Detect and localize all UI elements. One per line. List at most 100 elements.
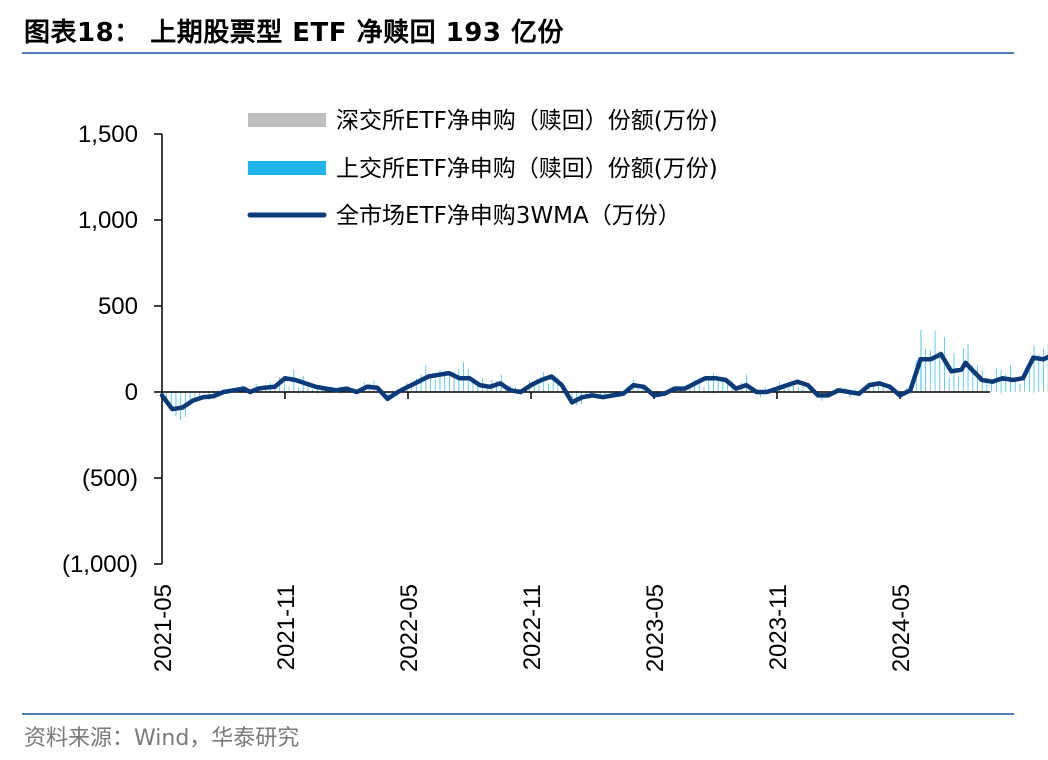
flow-bar bbox=[986, 377, 988, 392]
flow-bar bbox=[420, 374, 422, 392]
flow-bar bbox=[934, 330, 936, 392]
flow-bar bbox=[727, 388, 728, 392]
flow-bar bbox=[925, 348, 927, 392]
flow-bar bbox=[915, 389, 917, 392]
flow-bar bbox=[958, 386, 960, 392]
flow-bar bbox=[788, 383, 790, 392]
flow-bar bbox=[939, 382, 941, 392]
legend-label: 上交所ETF净申购（赎回）份额(万份) bbox=[336, 156, 718, 182]
flow-bar bbox=[882, 385, 884, 392]
legend: 深交所ETF净申购（赎回）份额(万份) 上交所ETF净申购（赎回）份额(万份) 全市… bbox=[247, 108, 718, 229]
flow-bar bbox=[708, 392, 710, 394]
flow-bar bbox=[439, 389, 441, 392]
flow-bar bbox=[1043, 348, 1044, 392]
flow-bar bbox=[312, 389, 314, 392]
flow-bar bbox=[637, 387, 639, 392]
y-tick-label: (500) bbox=[82, 465, 138, 492]
flow-bar bbox=[368, 388, 370, 392]
flow-bar bbox=[298, 392, 299, 395]
flow-bar bbox=[1028, 370, 1030, 392]
flow-bar bbox=[939, 351, 941, 392]
flow-bar bbox=[977, 390, 978, 392]
flow-bar bbox=[444, 373, 446, 392]
flow-bar bbox=[458, 390, 460, 392]
y-tick-label: 0 bbox=[125, 379, 138, 406]
flow-bar bbox=[873, 382, 875, 392]
flow-bar bbox=[958, 376, 960, 392]
flow-bar bbox=[1000, 392, 1002, 395]
flow-bar bbox=[321, 392, 323, 394]
footer-divider bbox=[22, 713, 1014, 715]
flow-bar bbox=[175, 392, 177, 417]
flow-bar bbox=[887, 389, 889, 392]
flow-bar bbox=[1043, 386, 1044, 392]
flow-bar bbox=[199, 392, 200, 400]
flow-bar bbox=[411, 390, 413, 392]
flow-bar bbox=[453, 371, 455, 392]
flow-bar bbox=[293, 389, 295, 392]
flow-bar bbox=[783, 385, 785, 392]
flow-bar bbox=[434, 379, 436, 392]
flow-bar bbox=[482, 389, 483, 392]
flow-bar bbox=[632, 390, 634, 392]
flow-bar bbox=[727, 384, 728, 392]
flow-bar bbox=[184, 392, 186, 395]
flow-bar bbox=[741, 389, 743, 392]
flow-bar bbox=[1014, 390, 1016, 392]
flow-bar bbox=[934, 389, 936, 392]
flow-bar bbox=[265, 389, 266, 392]
wma-line-layer bbox=[159, 351, 1048, 412]
flow-bar bbox=[694, 390, 695, 392]
flow-bar bbox=[571, 392, 573, 397]
flow-bar bbox=[1024, 376, 1026, 392]
flow-bar bbox=[283, 378, 285, 392]
flow-bar bbox=[1005, 391, 1007, 392]
flow-bar bbox=[1019, 389, 1021, 392]
flow-bar bbox=[274, 389, 276, 392]
flow-bar bbox=[538, 381, 540, 392]
flow-bar bbox=[948, 377, 950, 392]
flow-bar bbox=[166, 392, 167, 394]
flow-bar bbox=[972, 364, 974, 392]
flow-bar bbox=[929, 382, 931, 392]
flow-bar bbox=[170, 392, 172, 411]
flow-bar bbox=[722, 380, 724, 392]
flow-bar bbox=[213, 389, 215, 392]
flow-bar bbox=[430, 390, 431, 392]
flow-bar bbox=[1014, 378, 1016, 392]
flow-bar bbox=[307, 386, 309, 392]
flow-bar bbox=[991, 388, 993, 392]
flow-bar bbox=[411, 384, 413, 392]
x-tick-label: 2022-11 bbox=[519, 584, 546, 670]
flow-bar bbox=[802, 386, 804, 392]
flow-bar bbox=[486, 385, 488, 392]
legend-swatch bbox=[248, 161, 326, 175]
flow-bar bbox=[434, 390, 436, 392]
flow-bar bbox=[981, 389, 983, 392]
flow-bar bbox=[552, 374, 554, 392]
flow-bar bbox=[944, 388, 945, 392]
flow-bar bbox=[548, 383, 549, 392]
flow-bar bbox=[463, 388, 464, 392]
flow-bar bbox=[868, 388, 870, 392]
flow-bar bbox=[1024, 388, 1026, 392]
title-divider bbox=[22, 52, 1014, 54]
wma-line bbox=[159, 351, 1048, 412]
flow-bar bbox=[189, 392, 191, 406]
y-tick-label: 500 bbox=[98, 293, 138, 320]
legend-label: 全市场ETF净申购3WMA（万份） bbox=[336, 203, 681, 229]
flow-bar bbox=[878, 390, 879, 392]
flow-bar bbox=[472, 387, 474, 392]
flow-bar bbox=[170, 390, 172, 392]
flow-bar bbox=[439, 369, 441, 392]
flow-bar bbox=[373, 389, 375, 392]
flow-bar bbox=[449, 389, 450, 392]
flow-bar bbox=[991, 379, 993, 392]
flow-bar bbox=[543, 372, 545, 392]
flow-bar bbox=[1010, 392, 1011, 393]
flow-bar bbox=[797, 387, 799, 392]
flow-bar bbox=[854, 388, 856, 392]
flow-bar bbox=[505, 392, 507, 394]
y-tick-label: 1,000 bbox=[78, 207, 138, 234]
flow-bar bbox=[911, 392, 912, 394]
